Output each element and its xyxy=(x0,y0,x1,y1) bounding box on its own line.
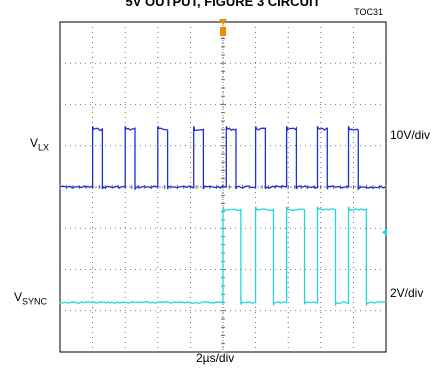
ch2-scale: 2V/div xyxy=(390,286,424,300)
time-scale: 2µs/div xyxy=(196,351,235,365)
chart-title: 5V OUTPUT, FIGURE 3 CIRCUIT xyxy=(125,0,321,9)
trace-ch1 xyxy=(59,125,387,191)
trigger-indicator xyxy=(220,27,226,36)
figure-id: TOC31 xyxy=(354,7,383,17)
trace-ch2 xyxy=(59,206,387,307)
ch2-label: VSYNC xyxy=(14,290,48,307)
markers xyxy=(219,19,387,237)
traces xyxy=(59,125,387,307)
trigger-marker xyxy=(219,19,227,25)
ch1-label: VLX xyxy=(30,136,50,153)
ch1-scale: 10V/div xyxy=(390,128,431,142)
ch2-level-marker xyxy=(382,228,387,237)
